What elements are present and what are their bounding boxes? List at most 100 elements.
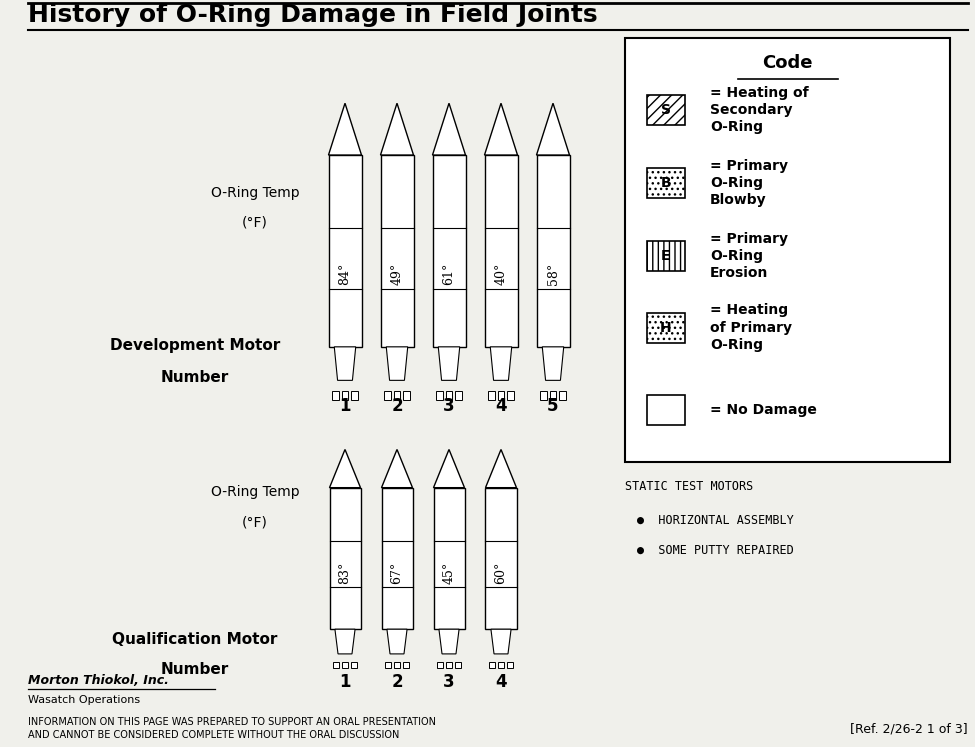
Bar <box>454 662 461 669</box>
Polygon shape <box>491 629 511 654</box>
Text: Development Motor: Development Motor <box>110 338 280 353</box>
Polygon shape <box>433 155 465 347</box>
Text: (°F): (°F) <box>242 216 268 230</box>
Text: 3: 3 <box>444 397 454 415</box>
Polygon shape <box>335 629 355 654</box>
Text: 1: 1 <box>339 673 351 691</box>
Text: 3: 3 <box>444 673 454 691</box>
Text: Number: Number <box>161 370 229 385</box>
Polygon shape <box>542 347 564 380</box>
Text: Code: Code <box>762 54 813 72</box>
Bar <box>455 391 461 400</box>
Text: 5: 5 <box>547 397 559 415</box>
Polygon shape <box>434 488 464 629</box>
Bar <box>446 662 452 669</box>
Bar <box>550 391 557 400</box>
Bar <box>403 391 409 400</box>
Text: = No Damage: = No Damage <box>710 403 817 417</box>
Text: 40°: 40° <box>494 263 508 285</box>
Polygon shape <box>386 347 408 380</box>
Text: ●  HORIZONTAL ASSEMBLY: ● HORIZONTAL ASSEMBLY <box>637 513 794 527</box>
Text: 2: 2 <box>391 673 403 691</box>
Bar <box>497 391 504 400</box>
Bar <box>489 662 495 669</box>
Bar <box>647 95 685 125</box>
Text: STATIC TEST MOTORS: STATIC TEST MOTORS <box>625 480 754 494</box>
Text: B: B <box>661 176 672 190</box>
Polygon shape <box>486 450 517 488</box>
Bar <box>341 391 348 400</box>
Bar <box>647 168 685 198</box>
Bar <box>540 391 547 400</box>
Bar <box>394 391 401 400</box>
Text: 84°: 84° <box>338 263 352 285</box>
Polygon shape <box>334 347 356 380</box>
Text: Number: Number <box>161 662 229 677</box>
Text: 4: 4 <box>495 397 507 415</box>
Text: 83°: 83° <box>338 562 352 584</box>
Bar <box>332 391 339 400</box>
Bar <box>342 662 348 669</box>
Text: E: E <box>661 249 671 263</box>
Text: (°F): (°F) <box>242 515 268 530</box>
Polygon shape <box>439 629 459 654</box>
Text: [Ref. 2/26-2 1 of 3]: [Ref. 2/26-2 1 of 3] <box>850 722 968 735</box>
Polygon shape <box>433 103 465 155</box>
Bar <box>647 394 685 424</box>
Text: 45°: 45° <box>443 562 455 584</box>
Text: 67°: 67° <box>391 562 404 584</box>
Polygon shape <box>387 629 408 654</box>
Polygon shape <box>330 488 361 629</box>
Bar <box>446 391 452 400</box>
Polygon shape <box>330 450 361 488</box>
Text: 49°: 49° <box>391 263 404 285</box>
Bar <box>559 391 566 400</box>
Polygon shape <box>536 103 569 155</box>
Bar <box>351 662 357 669</box>
Polygon shape <box>381 488 412 629</box>
Text: 4: 4 <box>495 673 507 691</box>
Text: = Primary
O-Ring
Erosion: = Primary O-Ring Erosion <box>710 232 788 280</box>
Bar <box>488 391 495 400</box>
Text: History of O-Ring Damage in Field Joints: History of O-Ring Damage in Field Joints <box>28 3 598 27</box>
Bar <box>385 662 391 669</box>
Polygon shape <box>329 155 362 347</box>
Text: Morton Thiokol, Inc.: Morton Thiokol, Inc. <box>28 674 169 687</box>
Text: 58°: 58° <box>547 263 560 285</box>
Text: 2: 2 <box>391 397 403 415</box>
Polygon shape <box>381 450 412 488</box>
Polygon shape <box>434 450 464 488</box>
Polygon shape <box>490 347 512 380</box>
Polygon shape <box>485 155 518 347</box>
Bar <box>507 662 513 669</box>
Text: Wasatch Operations: Wasatch Operations <box>28 695 140 705</box>
Text: = Primary
O-Ring
Blowby: = Primary O-Ring Blowby <box>710 158 788 207</box>
Bar <box>384 391 391 400</box>
Bar <box>625 38 950 462</box>
Text: O-Ring Temp: O-Ring Temp <box>211 186 299 200</box>
Text: H: H <box>660 320 672 335</box>
Polygon shape <box>485 103 518 155</box>
Text: Qualification Motor: Qualification Motor <box>112 632 278 647</box>
Polygon shape <box>486 488 517 629</box>
Bar <box>333 662 339 669</box>
Text: = Heating of
Secondary
O-Ring: = Heating of Secondary O-Ring <box>710 86 808 134</box>
Bar <box>498 662 504 669</box>
Bar <box>351 391 358 400</box>
Polygon shape <box>380 155 413 347</box>
Text: INFORMATION ON THIS PAGE WAS PREPARED TO SUPPORT AN ORAL PRESENTATION
AND CANNOT: INFORMATION ON THIS PAGE WAS PREPARED TO… <box>28 717 436 740</box>
Text: O-Ring Temp: O-Ring Temp <box>211 486 299 500</box>
Text: 61°: 61° <box>443 263 455 285</box>
Text: = Heating
of Primary
O-Ring: = Heating of Primary O-Ring <box>710 303 792 352</box>
Polygon shape <box>439 347 460 380</box>
Bar <box>437 391 443 400</box>
Bar <box>437 662 444 669</box>
Text: 60°: 60° <box>494 562 508 584</box>
Bar <box>507 391 514 400</box>
Polygon shape <box>380 103 413 155</box>
Polygon shape <box>329 103 362 155</box>
Text: S: S <box>661 103 671 117</box>
Bar <box>647 313 685 343</box>
Text: ●  SOME PUTTY REPAIRED: ● SOME PUTTY REPAIRED <box>637 543 794 557</box>
Bar <box>647 241 685 270</box>
